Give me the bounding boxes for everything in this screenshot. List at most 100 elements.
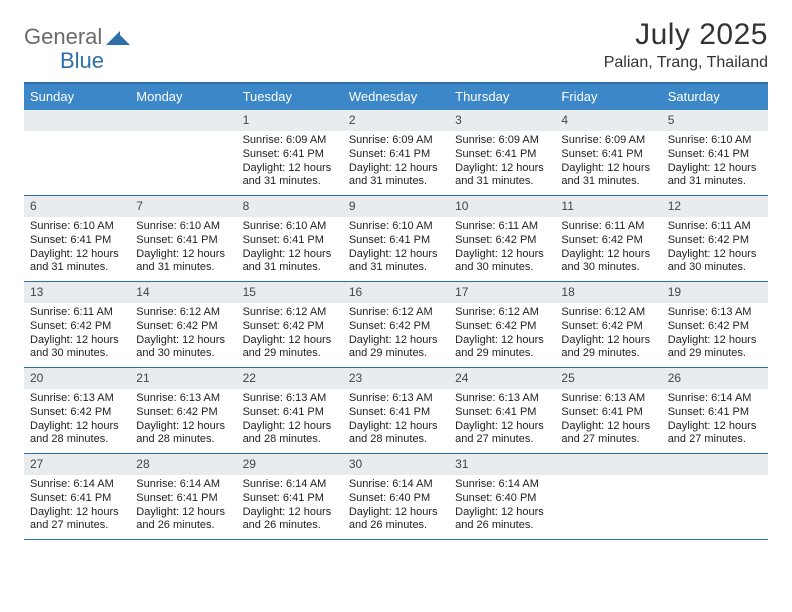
day-number: 15 [237, 282, 343, 303]
sunrise-line: Sunrise: 6:14 AM [349, 478, 443, 492]
calendar-header-cell: Thursday [449, 84, 555, 110]
calendar-day-cell: 10Sunrise: 6:11 AMSunset: 6:42 PMDayligh… [449, 196, 555, 281]
sunset-line: Sunset: 6:42 PM [561, 234, 655, 248]
page-title: July 2025 [604, 18, 768, 52]
sunset-line: Sunset: 6:41 PM [668, 148, 762, 162]
day-number: 30 [343, 454, 449, 475]
day-number: 28 [130, 454, 236, 475]
calendar-day-cell: 4Sunrise: 6:09 AMSunset: 6:41 PMDaylight… [555, 110, 661, 195]
day-body: Sunrise: 6:11 AMSunset: 6:42 PMDaylight:… [449, 217, 555, 281]
daylight-line: Daylight: 12 hours and 31 minutes. [349, 248, 443, 276]
calendar-day-cell: 26Sunrise: 6:14 AMSunset: 6:41 PMDayligh… [662, 368, 768, 453]
sunrise-line: Sunrise: 6:09 AM [349, 134, 443, 148]
day-number: 10 [449, 196, 555, 217]
calendar-day-cell: 18Sunrise: 6:12 AMSunset: 6:42 PMDayligh… [555, 282, 661, 367]
location-subtitle: Palian, Trang, Thailand [604, 54, 768, 72]
sunrise-line: Sunrise: 6:13 AM [668, 306, 762, 320]
daylight-line: Daylight: 12 hours and 30 minutes. [668, 248, 762, 276]
daylight-line: Daylight: 12 hours and 31 minutes. [455, 162, 549, 190]
daylight-line: Daylight: 12 hours and 26 minutes. [243, 506, 337, 534]
day-body: Sunrise: 6:12 AMSunset: 6:42 PMDaylight:… [237, 303, 343, 367]
calendar-day-cell: 7Sunrise: 6:10 AMSunset: 6:41 PMDaylight… [130, 196, 236, 281]
day-body: Sunrise: 6:14 AMSunset: 6:41 PMDaylight:… [24, 475, 130, 539]
sunrise-line: Sunrise: 6:12 AM [136, 306, 230, 320]
day-number: 8 [237, 196, 343, 217]
calendar-day-cell: 19Sunrise: 6:13 AMSunset: 6:42 PMDayligh… [662, 282, 768, 367]
day-number: 29 [237, 454, 343, 475]
day-body: Sunrise: 6:11 AMSunset: 6:42 PMDaylight:… [555, 217, 661, 281]
calendar-day-cell: 1Sunrise: 6:09 AMSunset: 6:41 PMDaylight… [237, 110, 343, 195]
sunset-line: Sunset: 6:42 PM [561, 320, 655, 334]
sunset-line: Sunset: 6:41 PM [349, 406, 443, 420]
day-body: Sunrise: 6:10 AMSunset: 6:41 PMDaylight:… [237, 217, 343, 281]
calendar-day-cell: 12Sunrise: 6:11 AMSunset: 6:42 PMDayligh… [662, 196, 768, 281]
sunrise-line: Sunrise: 6:14 AM [136, 478, 230, 492]
daylight-line: Daylight: 12 hours and 29 minutes. [455, 334, 549, 362]
sunrise-line: Sunrise: 6:13 AM [30, 392, 124, 406]
calendar-day-cell: 6Sunrise: 6:10 AMSunset: 6:41 PMDaylight… [24, 196, 130, 281]
day-body: Sunrise: 6:12 AMSunset: 6:42 PMDaylight:… [343, 303, 449, 367]
day-body: Sunrise: 6:14 AMSunset: 6:40 PMDaylight:… [343, 475, 449, 539]
calendar-day-cell: 21Sunrise: 6:13 AMSunset: 6:42 PMDayligh… [130, 368, 236, 453]
day-body: Sunrise: 6:10 AMSunset: 6:41 PMDaylight:… [662, 131, 768, 195]
day-body: Sunrise: 6:14 AMSunset: 6:41 PMDaylight:… [662, 389, 768, 453]
day-body: Sunrise: 6:13 AMSunset: 6:41 PMDaylight:… [555, 389, 661, 453]
sunrise-line: Sunrise: 6:13 AM [243, 392, 337, 406]
sunset-line: Sunset: 6:41 PM [243, 406, 337, 420]
brand-logo: General Blue [24, 24, 134, 50]
calendar-day-cell [24, 110, 130, 195]
sunrise-line: Sunrise: 6:09 AM [243, 134, 337, 148]
sunrise-line: Sunrise: 6:10 AM [30, 220, 124, 234]
day-body: Sunrise: 6:12 AMSunset: 6:42 PMDaylight:… [449, 303, 555, 367]
calendar-day-cell: 29Sunrise: 6:14 AMSunset: 6:41 PMDayligh… [237, 454, 343, 539]
daylight-line: Daylight: 12 hours and 27 minutes. [561, 420, 655, 448]
sunrise-line: Sunrise: 6:13 AM [349, 392, 443, 406]
sunset-line: Sunset: 6:41 PM [455, 148, 549, 162]
sunrise-line: Sunrise: 6:12 AM [561, 306, 655, 320]
daylight-line: Daylight: 12 hours and 27 minutes. [30, 506, 124, 534]
sunrise-line: Sunrise: 6:13 AM [455, 392, 549, 406]
day-number: 18 [555, 282, 661, 303]
calendar-day-cell: 11Sunrise: 6:11 AMSunset: 6:42 PMDayligh… [555, 196, 661, 281]
day-number: 22 [237, 368, 343, 389]
sunset-line: Sunset: 6:41 PM [561, 148, 655, 162]
empty-day-header [24, 110, 130, 131]
calendar-day-cell [130, 110, 236, 195]
sunset-line: Sunset: 6:41 PM [561, 406, 655, 420]
day-number: 24 [449, 368, 555, 389]
sunset-line: Sunset: 6:41 PM [30, 492, 124, 506]
day-number: 26 [662, 368, 768, 389]
sunrise-line: Sunrise: 6:11 AM [561, 220, 655, 234]
day-body: Sunrise: 6:12 AMSunset: 6:42 PMDaylight:… [555, 303, 661, 367]
day-number: 9 [343, 196, 449, 217]
calendar-week-row: 20Sunrise: 6:13 AMSunset: 6:42 PMDayligh… [24, 368, 768, 454]
calendar-day-cell: 2Sunrise: 6:09 AMSunset: 6:41 PMDaylight… [343, 110, 449, 195]
daylight-line: Daylight: 12 hours and 31 minutes. [243, 248, 337, 276]
day-body: Sunrise: 6:14 AMSunset: 6:41 PMDaylight:… [237, 475, 343, 539]
day-body: Sunrise: 6:13 AMSunset: 6:41 PMDaylight:… [343, 389, 449, 453]
daylight-line: Daylight: 12 hours and 28 minutes. [30, 420, 124, 448]
calendar-week-row: 6Sunrise: 6:10 AMSunset: 6:41 PMDaylight… [24, 196, 768, 282]
daylight-line: Daylight: 12 hours and 26 minutes. [349, 506, 443, 534]
daylight-line: Daylight: 12 hours and 30 minutes. [561, 248, 655, 276]
sunrise-line: Sunrise: 6:14 AM [30, 478, 124, 492]
calendar-week-row: 1Sunrise: 6:09 AMSunset: 6:41 PMDaylight… [24, 110, 768, 196]
calendar-day-cell: 13Sunrise: 6:11 AMSunset: 6:42 PMDayligh… [24, 282, 130, 367]
daylight-line: Daylight: 12 hours and 27 minutes. [455, 420, 549, 448]
day-number: 21 [130, 368, 236, 389]
daylight-line: Daylight: 12 hours and 31 minutes. [136, 248, 230, 276]
calendar-header-cell: Friday [555, 84, 661, 110]
daylight-line: Daylight: 12 hours and 29 minutes. [243, 334, 337, 362]
calendar-day-cell: 28Sunrise: 6:14 AMSunset: 6:41 PMDayligh… [130, 454, 236, 539]
daylight-line: Daylight: 12 hours and 31 minutes. [349, 162, 443, 190]
calendar-day-cell [555, 454, 661, 539]
daylight-line: Daylight: 12 hours and 29 minutes. [668, 334, 762, 362]
day-body: Sunrise: 6:09 AMSunset: 6:41 PMDaylight:… [237, 131, 343, 195]
day-number: 23 [343, 368, 449, 389]
sunrise-line: Sunrise: 6:14 AM [668, 392, 762, 406]
day-body: Sunrise: 6:13 AMSunset: 6:41 PMDaylight:… [449, 389, 555, 453]
sunset-line: Sunset: 6:41 PM [349, 234, 443, 248]
day-body: Sunrise: 6:12 AMSunset: 6:42 PMDaylight:… [130, 303, 236, 367]
calendar-day-cell: 25Sunrise: 6:13 AMSunset: 6:41 PMDayligh… [555, 368, 661, 453]
sunrise-line: Sunrise: 6:12 AM [349, 306, 443, 320]
